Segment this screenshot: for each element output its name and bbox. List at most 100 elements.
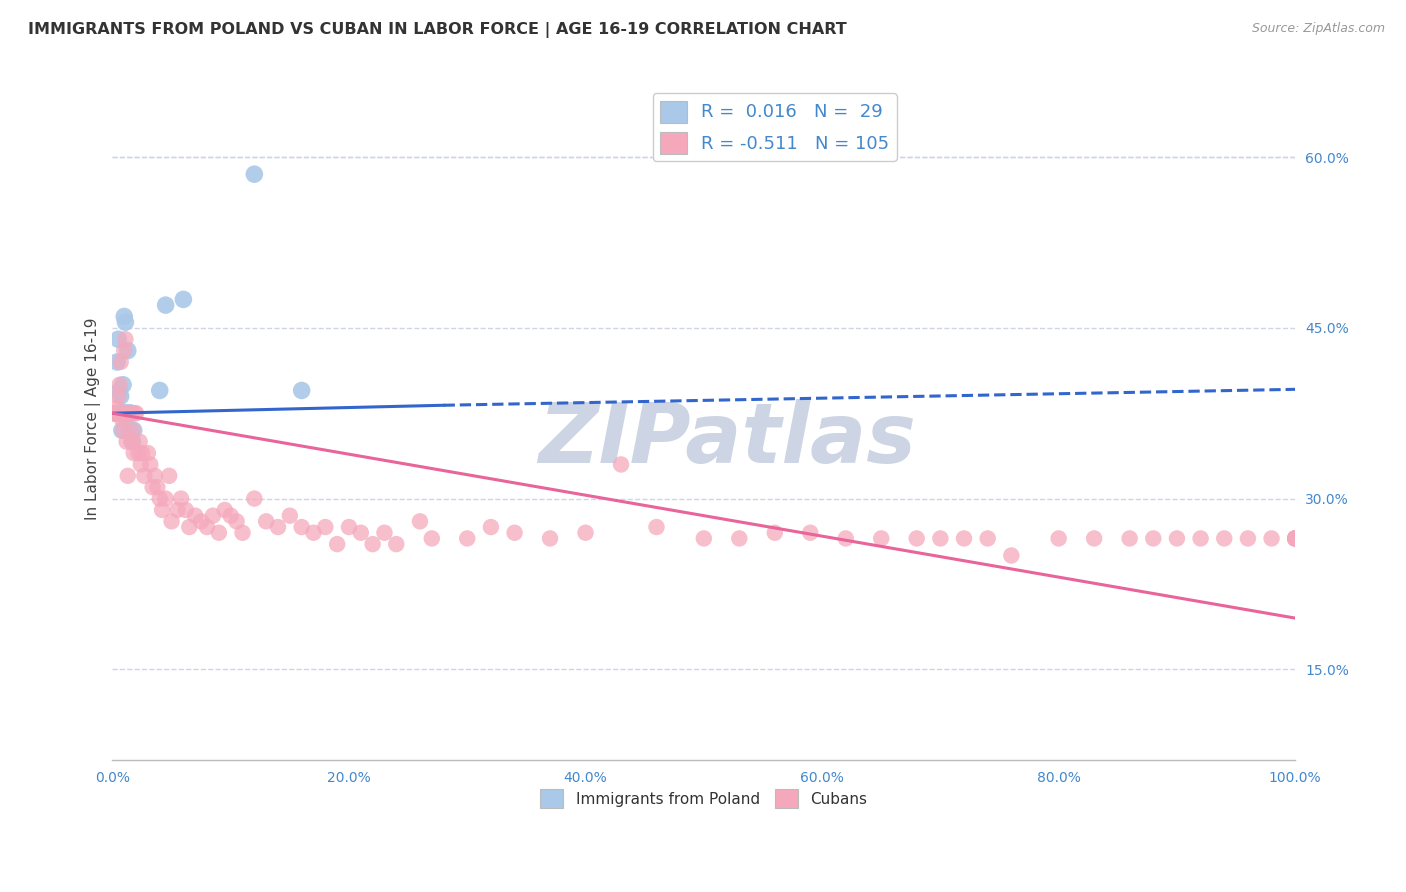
Point: [479, 520, 502, 534]
Point: [127, 446, 149, 460]
Point: [120, 406, 142, 420]
Point: [728, 532, 751, 546]
Point: [1284, 532, 1306, 546]
Point: [155, 298, 177, 312]
Point: [114, 332, 136, 346]
Point: [190, 514, 212, 528]
Point: [114, 406, 136, 420]
Point: [976, 532, 998, 546]
Point: [117, 468, 139, 483]
Point: [1166, 532, 1188, 546]
Point: [125, 406, 148, 420]
Point: [104, 406, 127, 420]
Point: [763, 525, 786, 540]
Point: [110, 406, 132, 420]
Point: [1284, 532, 1306, 546]
Point: [302, 525, 325, 540]
Point: [117, 406, 139, 420]
Point: [112, 406, 135, 420]
Point: [136, 446, 159, 460]
Point: [114, 406, 136, 420]
Point: [122, 423, 145, 437]
Point: [208, 525, 231, 540]
Point: [337, 520, 360, 534]
Point: [111, 406, 134, 420]
Point: [953, 532, 976, 546]
Point: [1189, 532, 1212, 546]
Point: [1260, 532, 1282, 546]
Point: [231, 525, 253, 540]
Point: [1284, 532, 1306, 546]
Point: [157, 468, 180, 483]
Point: [1284, 532, 1306, 546]
Point: [503, 525, 526, 540]
Point: [107, 389, 129, 403]
Point: [128, 434, 150, 449]
Point: [149, 491, 172, 506]
Point: [835, 532, 858, 546]
Point: [111, 423, 134, 437]
Point: [243, 491, 266, 506]
Point: [139, 458, 162, 472]
Point: [108, 406, 131, 420]
Point: [118, 406, 141, 420]
Point: [166, 503, 188, 517]
Point: [104, 406, 127, 420]
Point: [799, 525, 821, 540]
Point: [104, 406, 127, 420]
Point: [120, 406, 142, 420]
Point: [108, 377, 131, 392]
Point: [1284, 532, 1306, 546]
Point: [105, 355, 128, 369]
Point: [112, 406, 135, 420]
Point: [111, 412, 134, 426]
Point: [112, 310, 135, 324]
Point: [1142, 532, 1164, 546]
Point: [225, 514, 247, 528]
Point: [149, 384, 172, 398]
Point: [118, 423, 141, 437]
Point: [120, 434, 142, 449]
Point: [314, 520, 336, 534]
Point: [610, 458, 633, 472]
Point: [160, 514, 183, 528]
Point: [142, 480, 165, 494]
Point: [184, 508, 207, 523]
Point: [243, 167, 266, 181]
Point: [174, 503, 197, 517]
Point: [117, 343, 139, 358]
Point: [134, 468, 156, 483]
Point: [291, 520, 314, 534]
Point: [112, 343, 135, 358]
Legend: Immigrants from Poland, Cubans: Immigrants from Poland, Cubans: [534, 783, 873, 814]
Point: [107, 406, 129, 420]
Y-axis label: In Labor Force | Age 16-19: In Labor Force | Age 16-19: [86, 318, 101, 520]
Point: [112, 377, 135, 392]
Point: [929, 532, 952, 546]
Point: [112, 406, 135, 420]
Point: [115, 406, 138, 420]
Point: [143, 468, 166, 483]
Point: [1118, 532, 1140, 546]
Point: [172, 293, 194, 307]
Point: [456, 532, 478, 546]
Point: [117, 406, 139, 420]
Point: [350, 525, 373, 540]
Point: [129, 458, 152, 472]
Point: [693, 532, 716, 546]
Point: [115, 434, 138, 449]
Point: [574, 525, 596, 540]
Point: [121, 434, 143, 449]
Point: [131, 446, 153, 460]
Point: [420, 532, 443, 546]
Point: [112, 406, 135, 420]
Point: [538, 532, 561, 546]
Text: Source: ZipAtlas.com: Source: ZipAtlas.com: [1251, 22, 1385, 36]
Text: ZIPatlas: ZIPatlas: [538, 399, 917, 480]
Point: [112, 406, 135, 420]
Point: [278, 508, 301, 523]
Point: [108, 406, 131, 420]
Point: [170, 491, 193, 506]
Point: [645, 520, 668, 534]
Text: IMMIGRANTS FROM POLAND VS CUBAN IN LABOR FORCE | AGE 16-19 CORRELATION CHART: IMMIGRANTS FROM POLAND VS CUBAN IN LABOR…: [28, 22, 846, 38]
